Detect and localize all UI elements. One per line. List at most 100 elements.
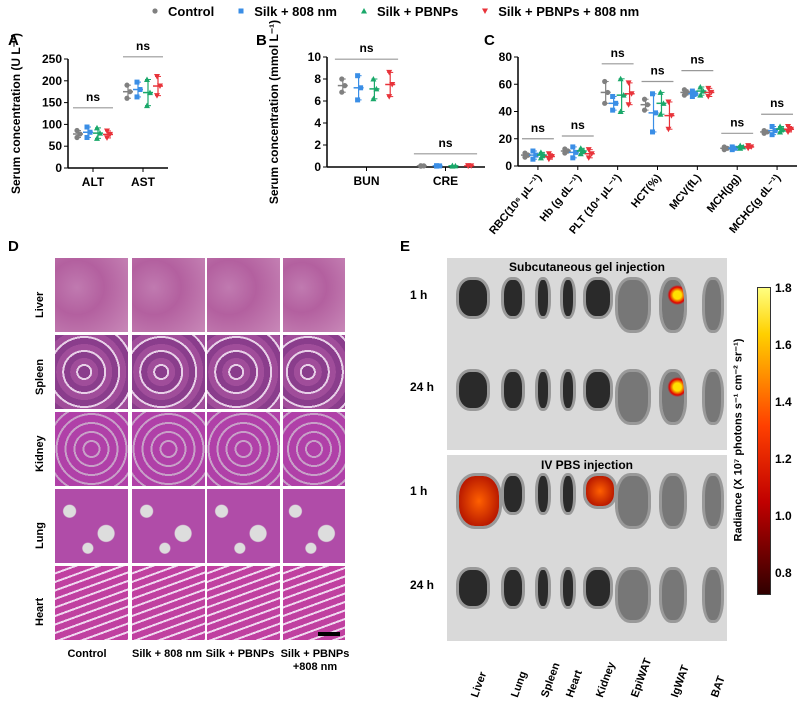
- data-point: [617, 75, 624, 82]
- organ-image: [563, 476, 573, 512]
- data-point: [84, 124, 90, 130]
- data-point: [570, 144, 576, 150]
- data-point: [545, 151, 552, 157]
- data-point: [522, 154, 528, 160]
- row-label: Lung: [34, 522, 46, 549]
- organ-image: [504, 476, 522, 512]
- histology-image: [283, 489, 345, 563]
- data-point: [785, 129, 792, 135]
- histology-image: [207, 489, 280, 563]
- histology-image: [55, 258, 128, 332]
- y-tick-label: 80: [499, 50, 513, 64]
- organ-image: [662, 280, 684, 330]
- colorbar: [757, 287, 771, 595]
- data-point: [650, 91, 656, 97]
- significance-label: ns: [136, 39, 150, 53]
- data-point: [732, 145, 738, 151]
- x-tick-label: BUN: [354, 174, 380, 188]
- histology-image: [132, 566, 205, 640]
- histology-image: [132, 258, 205, 332]
- legend-marker-icon: [238, 8, 244, 14]
- data-point: [154, 93, 160, 99]
- panel-label-d: D: [8, 238, 19, 255]
- row-label: Heart: [34, 597, 46, 626]
- data-point: [530, 148, 536, 154]
- data-point: [530, 156, 536, 162]
- data-point: [94, 135, 100, 141]
- data-point: [610, 94, 616, 100]
- organ-image: [538, 372, 548, 408]
- group-title-pbs: IV PBS injection: [540, 458, 633, 472]
- legend-marker: [152, 8, 158, 14]
- colorbar-tick-label: 0.8: [775, 566, 792, 580]
- data-point: [602, 78, 608, 85]
- data-point: [87, 129, 93, 135]
- column-label: Silk + PBNPs: [205, 648, 275, 660]
- data-point: [780, 126, 787, 132]
- data-point: [134, 94, 140, 100]
- data-point: [657, 111, 664, 117]
- data-point: [342, 83, 348, 89]
- organ-image: [563, 570, 573, 606]
- column-label: Control: [67, 648, 107, 660]
- legend-marker-icon: [152, 8, 158, 14]
- data-point: [772, 128, 778, 134]
- organ-image: [504, 280, 522, 316]
- data-point: [74, 127, 80, 134]
- legend-marker-icon: [482, 8, 489, 14]
- legend: Control Silk + 808 nm Silk + PBNPs Silk + P…: [150, 4, 639, 19]
- data-point: [721, 147, 727, 153]
- x-tick-label: MCV(fL): [667, 172, 704, 212]
- data-point: [777, 123, 784, 129]
- time-label: 24 h: [410, 578, 435, 592]
- column-label: Silk + PBNPs +808 nm: [280, 648, 350, 673]
- legend-marker: [482, 8, 489, 14]
- data-point: [588, 151, 595, 157]
- organ-image: [538, 570, 548, 606]
- organ-image: [618, 372, 648, 422]
- histology-image: [283, 335, 345, 409]
- data-point: [610, 107, 616, 113]
- y-axis-label: Serum concentration (mmol L⁻¹): [267, 20, 281, 204]
- data-point: [705, 94, 712, 100]
- data-point: [124, 82, 130, 88]
- data-point: [74, 134, 80, 141]
- data-point: [104, 135, 110, 141]
- colorbar-tick-label: 1.0: [775, 509, 792, 523]
- histology-image: [283, 412, 345, 486]
- data-point: [77, 131, 83, 137]
- data-point: [533, 152, 539, 158]
- data-point: [154, 73, 160, 80]
- organ-image: [662, 372, 684, 422]
- data-point: [681, 92, 688, 98]
- y-tick-label: 4: [314, 116, 321, 130]
- data-point: [144, 76, 150, 82]
- histology-image: [132, 412, 205, 486]
- colorbar-tick-label: 1.2: [775, 452, 792, 466]
- colorbar-label: Radiance (X 10⁷ photons s⁻¹ cm⁻² sr⁻¹): [732, 338, 745, 542]
- significance-label: ns: [531, 121, 545, 135]
- data-point: [737, 145, 744, 151]
- data-point: [389, 82, 396, 88]
- panel-label-b: B: [256, 32, 267, 49]
- group-title-gel: Subcutaneous gel injection: [508, 260, 666, 274]
- y-tick-label: 0: [55, 161, 62, 175]
- data-point: [729, 144, 735, 150]
- data-point: [657, 89, 664, 95]
- panel-label-c: C: [484, 32, 495, 49]
- data-point: [358, 85, 364, 91]
- data-point: [788, 126, 795, 133]
- histology-image: [132, 335, 205, 409]
- legend-item: Silk + PBNPs + 808 nm: [480, 4, 639, 19]
- histology-image: [207, 412, 280, 486]
- histology-image: [207, 258, 280, 332]
- data-point: [437, 163, 443, 169]
- scale-bar: [318, 632, 340, 636]
- organ-image: [504, 372, 522, 408]
- y-tick-label: 8: [314, 72, 321, 86]
- data-point: [769, 132, 775, 138]
- y-tick-label: 20: [499, 132, 513, 146]
- data-point: [605, 89, 611, 96]
- data-point: [785, 123, 792, 130]
